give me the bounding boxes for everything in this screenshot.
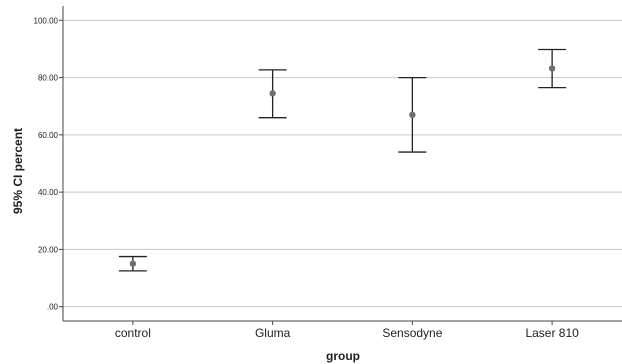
x-tick-label: Laser 810 xyxy=(525,326,579,340)
x-tick-labels: control Gluma Sensodyne Laser 810 xyxy=(115,326,579,340)
y-axis-title: 95% CI percent xyxy=(11,128,25,214)
y-tick-label: 40.00 xyxy=(38,188,59,197)
mean-point xyxy=(269,90,276,97)
mean-point xyxy=(129,260,137,267)
error-bar-group xyxy=(538,48,567,89)
y-tick-label: 60.00 xyxy=(38,131,59,140)
gridlines xyxy=(63,19,622,308)
error-bar-group xyxy=(258,69,287,119)
error-bar-group xyxy=(398,76,427,153)
x-tick-label: control xyxy=(115,326,151,340)
y-tick-label: 20.00 xyxy=(38,245,59,254)
x-tick-label: Sensodyne xyxy=(382,326,442,340)
y-tick-label: 100.00 xyxy=(34,16,59,25)
y-tick-labels: .00 20.00 40.00 60.00 80.00 100.00 xyxy=(34,16,59,311)
y-tick-label: 80.00 xyxy=(38,74,59,83)
error-bar-group xyxy=(118,255,147,272)
axes xyxy=(59,6,622,325)
x-tick-label: Gluma xyxy=(255,326,291,340)
mean-point xyxy=(548,65,556,72)
y-tick-label: .00 xyxy=(47,303,59,312)
error-bars xyxy=(118,48,567,272)
x-axis-title: group xyxy=(326,349,360,363)
mean-point xyxy=(409,111,416,119)
